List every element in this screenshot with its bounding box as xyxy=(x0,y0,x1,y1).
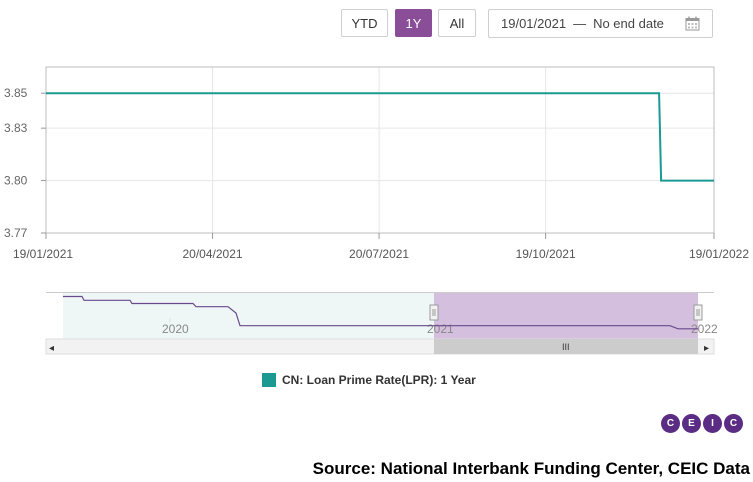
y-tick-label: 3.77 xyxy=(4,226,28,240)
x-tick-label: 19/01/2021 xyxy=(13,247,73,261)
x-tick-label: 20/07/2021 xyxy=(349,247,409,261)
ceic-logo: C E I C xyxy=(661,414,745,433)
legend-swatch xyxy=(262,373,276,387)
logo-letter-i: I xyxy=(703,414,722,433)
date-to[interactable]: No end date xyxy=(593,16,664,31)
x-tick-label: 19/10/2021 xyxy=(516,247,576,261)
legend-label: CN: Loan Prime Rate(LPR): 1 Year xyxy=(282,373,476,387)
y-axis: 3.77 3.80 3.83 3.85 xyxy=(4,86,46,240)
y-tick-label: 3.85 xyxy=(4,86,28,100)
navigator-right-handle[interactable] xyxy=(693,304,703,321)
navigator-left-handle[interactable] xyxy=(429,304,439,321)
source-note: Source: National Interbank Funding Cente… xyxy=(312,459,750,478)
x-tick-label: 19/01/2022 xyxy=(689,247,749,261)
scrollbar-thumb[interactable] xyxy=(434,339,698,354)
navigator-label-2020: 2020 xyxy=(162,322,189,336)
date-range-picker[interactable]: 19/01/2021 — No end date xyxy=(488,9,713,38)
range-ytd-button[interactable]: YTD xyxy=(341,9,388,37)
date-from[interactable]: 19/01/2021 xyxy=(501,16,567,31)
plot-frame xyxy=(45,66,715,234)
x-axis: 19/01/2021 20/04/2021 20/07/2021 19/10/2021… xyxy=(13,233,749,261)
navigator[interactable]: 2020 2021 2022 III ◂ ▸ xyxy=(0,288,753,358)
scrollbar-grip-icon[interactable]: III xyxy=(562,342,570,352)
navigator-left-fill xyxy=(63,292,434,342)
logo-letter-c2: C xyxy=(724,414,743,433)
navigator-label-2021: 2021 xyxy=(427,322,454,336)
y-tick-label: 3.80 xyxy=(4,174,28,188)
date-separator: — xyxy=(573,16,587,31)
series-line[interactable] xyxy=(46,92,714,182)
x-tick-label: 20/04/2021 xyxy=(183,247,243,261)
logo-letter-c: C xyxy=(661,414,680,433)
scroll-right-arrow-icon[interactable]: ▸ xyxy=(704,343,709,354)
calendar-icon[interactable] xyxy=(685,16,700,31)
scroll-left-arrow-icon[interactable]: ◂ xyxy=(49,343,54,354)
main-chart: 3.77 3.80 3.83 3.85 19/01/2021 20/04/2021 20/… xyxy=(4,66,749,261)
navigator-label-2022: 2022 xyxy=(691,322,718,336)
range-all-button[interactable]: All xyxy=(438,9,476,37)
legend[interactable]: CN: Loan Prime Rate(LPR): 1 Year xyxy=(262,373,476,387)
range-1y-button[interactable]: 1Y xyxy=(395,9,432,37)
y-tick-label: 3.83 xyxy=(4,121,28,135)
series-layer xyxy=(46,92,714,182)
grid-layer xyxy=(45,67,715,234)
navigator-selected-range[interactable] xyxy=(434,292,698,342)
logo-letter-e: E xyxy=(682,414,701,433)
navigator-series-line xyxy=(63,295,698,330)
